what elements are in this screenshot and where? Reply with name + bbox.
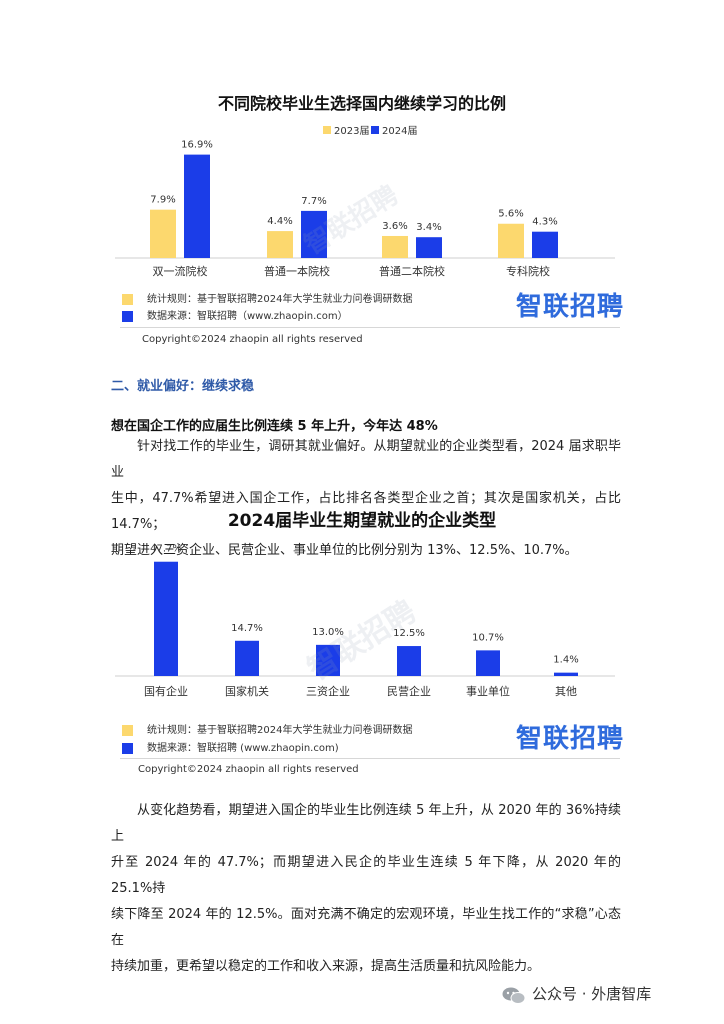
data-label: 4.4%: [267, 216, 292, 227]
legend-label: 2023届: [334, 125, 369, 137]
footer-text: 公众号 · 外唐智库: [532, 985, 652, 1003]
category-label: 专科院校: [506, 264, 550, 278]
bar: [382, 235, 408, 258]
legend-swatch-yellow: [122, 724, 133, 736]
bar: [301, 210, 327, 258]
bar: [554, 672, 578, 676]
paragraph-1: 针对找工作的毕业生，调研其就业偏好。从期望就业的企业类型看，2024 届求职毕业…: [111, 434, 621, 564]
legend-swatch: [371, 126, 379, 134]
bar: [397, 646, 421, 676]
category-label: 双一流院校: [153, 264, 208, 278]
paragraph-2-line: 升至 2024 年的 47.7%；而期望进入民企的毕业生连续 5 年下降，从 2…: [111, 855, 621, 896]
category-label: 民营企业: [387, 684, 431, 698]
paragraph-1-line: 针对找工作的毕业生，调研其就业偏好。从期望就业的企业类型看，2024 届求职毕业: [111, 439, 621, 480]
chart1-title: 不同院校毕业生选择国内继续学习的比例: [217, 94, 506, 113]
category-label: 其他: [555, 685, 577, 698]
paragraph-2-line: 持续加重，更希望以稳定的工作和收入来源，提高生活质量和抗风险能力。: [111, 959, 541, 974]
category-label: 普通一本院校: [264, 264, 330, 278]
paragraph-1-line: 生中，47.7%希望进入国企工作，占比排名各类型企业之首；其次是国家机关，占比 …: [111, 491, 621, 532]
data-label: 47.7%: [150, 544, 182, 555]
data-label: 1.4%: [553, 655, 578, 666]
chart1-note-stat: 统计规则：基于智联招聘2024年大学生就业力问卷调研数据: [122, 290, 412, 305]
bar: [267, 231, 293, 258]
data-label: 3.4%: [416, 222, 441, 233]
legend-swatch-blue: [122, 742, 133, 754]
chart2-note-stat: 统计规则：基于智联招聘2024年大学生就业力问卷调研数据: [122, 721, 412, 736]
category-label: 国有企业: [144, 684, 188, 698]
category-label: 普通二本院校: [379, 264, 445, 278]
chart1-logo: 智联招聘: [516, 292, 625, 322]
chart1-note-stat-text: 统计规则：基于智联招聘2024年大学生就业力问卷调研数据: [147, 294, 413, 305]
bar: [316, 644, 340, 676]
chart2-note-source-text: 数据来源：智联招聘 (www.zhaopin.com): [147, 743, 339, 754]
chart1-plot: 2023届 2024届 7.9% 16.9% 双一流院校 4.4% 7.7% 普通一本院校 3.…: [115, 125, 615, 278]
chart1-frame-line: [120, 327, 620, 328]
paragraph-2-line: 续下降至 2024 年的 12.5%。面对充满不确定的宏观环境，毕业生找工作的“…: [111, 907, 621, 948]
bar: [416, 237, 442, 258]
paragraph-2: 从变化趋势看，期望进入国企的毕业生比例连续 5 年上升，从 2020 年的 36…: [111, 798, 621, 980]
data-label: 5.6%: [498, 209, 523, 220]
bar: [150, 209, 176, 258]
bar: [184, 154, 210, 258]
data-label: 16.9%: [181, 140, 213, 151]
chart1-note-source: 数据来源：智联招聘（www.zhaopin.com）: [122, 307, 348, 322]
section-heading: 二、就业偏好：继续求稳: [111, 379, 255, 394]
bar: [476, 650, 500, 676]
data-label: 4.3%: [532, 217, 557, 228]
chart2-frame-line: [120, 758, 620, 759]
data-label: 3.6%: [382, 221, 407, 232]
legend-swatch-yellow: [122, 293, 133, 305]
legend-swatch-blue: [122, 310, 133, 322]
category-label: 国家机关: [225, 684, 269, 698]
paragraph-1-line: 期望进入三资企业、民营企业、事业单位的比例分别为 13%、12.5%、10.7%…: [111, 543, 578, 558]
chart2-plot: 47.7% 国有企业 14.7% 国家机关 13.0% 三资企业 12.5% 民营企业 10.7…: [115, 544, 615, 698]
data-label: 14.7%: [231, 623, 263, 634]
chart2-title: 2024届毕业生期望就业的企业类型: [227, 511, 497, 531]
bar: [532, 231, 558, 258]
data-label: 7.9%: [150, 195, 175, 206]
chart2-copyright: Copyright©2024 zhaopin all rights reserv…: [138, 764, 359, 775]
subheading: 想在国企工作的应届生比例连续 5 年上升，今年达 48%: [111, 419, 438, 434]
data-label: 7.7%: [301, 196, 326, 207]
chart2-note-stat-text: 统计规则：基于智联招聘2024年大学生就业力问卷调研数据: [147, 725, 413, 736]
category-label: 事业单位: [466, 684, 510, 698]
category-label: 三资企业: [306, 684, 350, 698]
legend-label: 2024届: [382, 125, 417, 137]
bar: [154, 561, 178, 676]
footer: 公众号 · 外唐智库: [502, 983, 651, 1004]
chart1-note-source-text: 数据来源：智联招聘（www.zhaopin.com）: [147, 311, 348, 322]
bar: [498, 223, 524, 258]
bar: [235, 640, 259, 676]
chart1-copyright: Copyright©2024 zhaopin all rights reserv…: [142, 334, 363, 345]
chart2-note-source: 数据来源：智联招聘 (www.zhaopin.com): [122, 739, 339, 754]
data-label: 12.5%: [393, 628, 425, 639]
wechat-icon: [502, 987, 526, 1004]
data-label: 10.7%: [472, 632, 504, 643]
paragraph-2-line: 从变化趋势看，期望进入国企的毕业生比例连续 5 年上升，从 2020 年的 36…: [111, 803, 621, 844]
data-label: 13.0%: [312, 627, 344, 638]
chart2-logo: 智联招聘: [516, 724, 625, 754]
legend-swatch: [323, 126, 331, 134]
